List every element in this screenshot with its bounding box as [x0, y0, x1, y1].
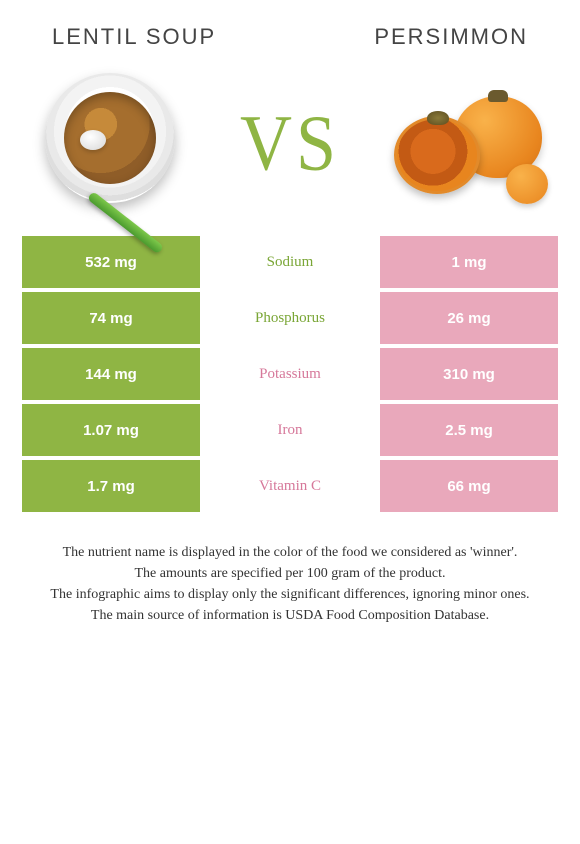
left-value: 74 mg	[22, 292, 200, 344]
table-row: 144 mgPotassium310 mg	[22, 348, 558, 400]
nutrient-name: Vitamin C	[200, 460, 380, 512]
footer-line: The amounts are specified per 100 gram o…	[24, 565, 556, 584]
footer-notes: The nutrient name is displayed in the co…	[0, 516, 580, 626]
hero-row: VS	[0, 50, 580, 228]
right-value: 1 mg	[380, 236, 558, 288]
right-value: 310 mg	[380, 348, 558, 400]
lentil-soup-image	[30, 68, 190, 218]
nutrient-name: Phosphorus	[200, 292, 380, 344]
footer-line: The nutrient name is displayed in the co…	[24, 544, 556, 563]
table-row: 74 mgPhosphorus26 mg	[22, 292, 558, 344]
right-value: 26 mg	[380, 292, 558, 344]
nutrient-name: Potassium	[200, 348, 380, 400]
left-value: 1.7 mg	[22, 460, 200, 512]
title-row: LENTIL SOUP PERSIMMON	[0, 0, 580, 50]
right-food-title: PERSIMMON	[374, 24, 528, 50]
vs-label: VS	[240, 97, 340, 188]
nutrient-name: Sodium	[200, 236, 380, 288]
left-food-title: LENTIL SOUP	[52, 24, 216, 50]
persimmon-image	[390, 68, 550, 218]
left-value: 532 mg	[22, 236, 200, 288]
table-row: 1.7 mgVitamin C66 mg	[22, 460, 558, 512]
left-value: 1.07 mg	[22, 404, 200, 456]
table-row: 1.07 mgIron2.5 mg	[22, 404, 558, 456]
right-value: 66 mg	[380, 460, 558, 512]
left-value: 144 mg	[22, 348, 200, 400]
right-value: 2.5 mg	[380, 404, 558, 456]
comparison-table: 532 mgSodium1 mg74 mgPhosphorus26 mg144 …	[22, 236, 558, 512]
nutrient-name: Iron	[200, 404, 380, 456]
table-row: 532 mgSodium1 mg	[22, 236, 558, 288]
footer-line: The main source of information is USDA F…	[24, 607, 556, 626]
footer-line: The infographic aims to display only the…	[24, 586, 556, 605]
